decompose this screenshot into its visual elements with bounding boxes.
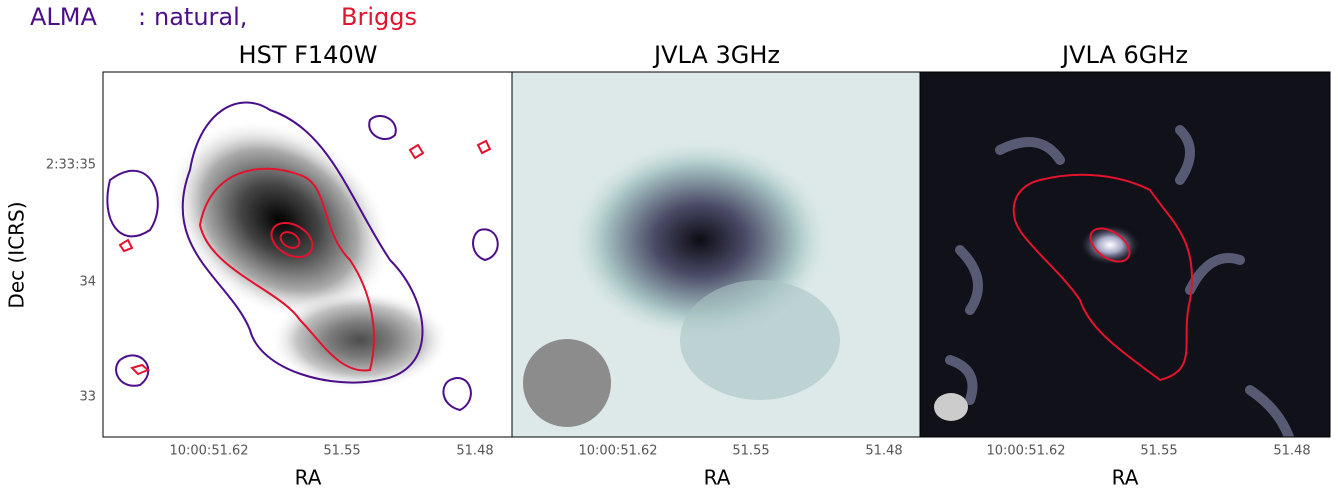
y-tick-label: 33 bbox=[79, 390, 96, 405]
x-axis-label: RA bbox=[1112, 466, 1139, 490]
legend-alma: ALMA bbox=[30, 3, 97, 31]
x-tick-label: 51.48 bbox=[1273, 444, 1310, 459]
vla3-image bbox=[512, 72, 920, 437]
frames bbox=[102, 71, 1331, 438]
panel-title: HST F140W bbox=[239, 41, 378, 69]
vla6-image bbox=[920, 72, 1330, 437]
x-tick-label: 51.55 bbox=[323, 444, 360, 459]
y-tick-label: 2:33:35 bbox=[46, 158, 96, 173]
hst-image bbox=[103, 72, 512, 437]
legend-natural: natural, bbox=[154, 3, 247, 31]
x-tick-label: 51.48 bbox=[456, 444, 493, 459]
x-tick-label: 51.55 bbox=[1140, 444, 1177, 459]
x-axis-label: RA bbox=[704, 466, 731, 490]
panel-title: JVLA 6GHz bbox=[1060, 41, 1188, 69]
legend-separator: : bbox=[138, 3, 146, 31]
x-tick-label: 51.55 bbox=[732, 444, 769, 459]
legend-briggs: Briggs bbox=[341, 3, 417, 31]
x-tick-label: 10:00:51.62 bbox=[169, 444, 248, 459]
x-axis-label: RA bbox=[295, 466, 322, 490]
y-axis-label: Dec (ICRS) bbox=[5, 201, 29, 308]
x-tick-label: 10:00:51.62 bbox=[986, 444, 1065, 459]
x-tick-label: 10:00:51.62 bbox=[578, 444, 657, 459]
y-tick-label: 34 bbox=[79, 275, 96, 290]
panel-title: JVLA 3GHz bbox=[652, 41, 780, 69]
x-tick-label: 51.48 bbox=[865, 444, 902, 459]
